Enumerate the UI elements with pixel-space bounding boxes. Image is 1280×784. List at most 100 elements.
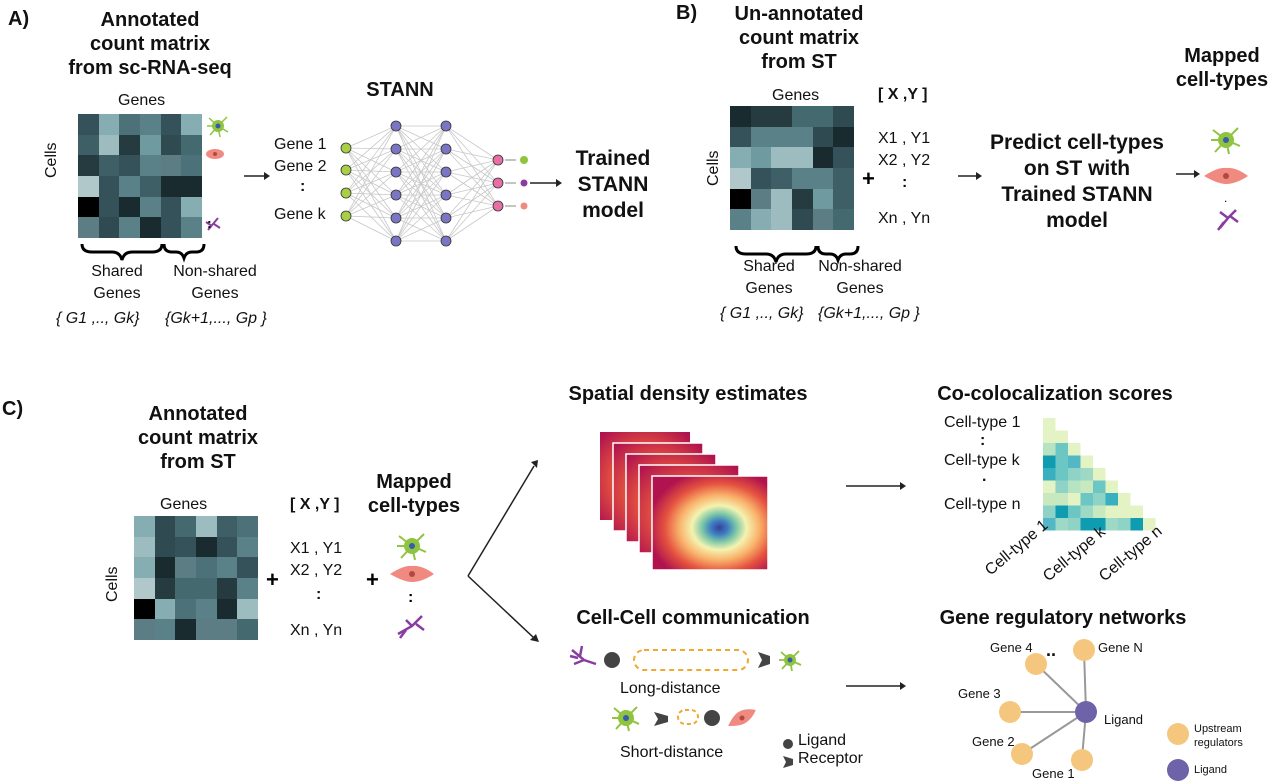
matrix-cell (237, 557, 259, 579)
cell-cell-communication-title: Cell-Cell communication (576, 607, 810, 629)
matrix-cell (216, 516, 238, 538)
coloc-cell (1068, 505, 1081, 518)
panel-a-shared-genes-label: Shared Genes (91, 263, 143, 302)
nn-edge (395, 171, 447, 242)
matrix-cell (750, 126, 772, 148)
nn-edge (445, 182, 499, 242)
coloc-cell (1130, 518, 1143, 531)
matrix-cell (792, 106, 814, 128)
matrix-cell (140, 155, 162, 177)
coloc-cell (1105, 505, 1118, 518)
panel-c-coord-n: Xn , Yn (290, 622, 343, 639)
matrix-cell (154, 557, 176, 579)
trained-stann-model-label: Trained STANN model (575, 147, 651, 222)
coloc-cell (1143, 518, 1156, 531)
matrix-cell (119, 196, 141, 218)
microglia-cell-icon (1217, 209, 1239, 231)
panel-a-nonshared-genes-label: Non-shared Genes (173, 263, 257, 302)
matrix-cell (196, 516, 218, 538)
grn-node-gene-n (1073, 639, 1095, 661)
matrix-cell (750, 106, 772, 128)
nn-node (440, 120, 452, 132)
coloc-cell (1130, 505, 1143, 518)
matrix-cell (237, 619, 259, 641)
coloc-cell (1080, 505, 1093, 518)
panel-b-coords-header: [ X ,Y ] (878, 86, 928, 103)
nn-edge (345, 148, 397, 217)
panel-b-title: Un-annotated count matrix from ST (734, 3, 864, 73)
matrix-cell (730, 168, 752, 190)
coloc-row-ellipsis-2: . (982, 468, 987, 485)
nn-node (340, 187, 352, 199)
svg-text:.: . (1224, 191, 1227, 205)
nn-edge (395, 125, 447, 196)
legend-ligand-dot (783, 739, 793, 749)
matrix-cell (98, 196, 120, 218)
matrix-cell (196, 598, 218, 620)
panel-b-letter: B) (676, 2, 698, 24)
matrix-cell (119, 217, 141, 239)
nn-edge (445, 125, 499, 161)
legend-receptor-shape (783, 756, 793, 768)
matrix-cell (154, 578, 176, 600)
coloc-cell (1055, 493, 1068, 506)
matrix-cell (216, 578, 238, 600)
matrix-cell (134, 619, 156, 641)
matrix-cell (119, 114, 141, 136)
neuron-cell-icon (1211, 127, 1241, 155)
coloc-cell (1068, 443, 1081, 456)
coloc-cell (1118, 493, 1131, 506)
coloc-cell (1068, 455, 1081, 468)
matrix-cell (237, 516, 259, 538)
matrix-cell (812, 106, 834, 128)
neuron-cell-icon (520, 156, 528, 164)
matrix-cell (771, 106, 793, 128)
coloc-cell (1043, 480, 1056, 493)
nn-node (492, 154, 504, 166)
matrix-cell (237, 598, 259, 620)
panel-b-coord-ellipsis: : (902, 174, 908, 191)
matrix-cell (160, 176, 182, 198)
matrix-cell (175, 557, 197, 579)
matrix-cell (750, 168, 772, 190)
panel-c-count-matrix (134, 516, 259, 641)
nn-edge (395, 194, 447, 242)
matrix-cell (237, 536, 259, 558)
matrix-cell (154, 516, 176, 538)
matrix-cell (771, 209, 793, 231)
receptor-shape (758, 652, 770, 668)
neuron-cell-icon (207, 116, 229, 138)
nn-edge (445, 159, 499, 196)
coloc-cell (1055, 505, 1068, 518)
grn-node-gene-1 (1071, 749, 1093, 771)
grn-label-gene-3: Gene 3 (958, 686, 1001, 701)
coloc-cell (1105, 480, 1118, 493)
coloc-cell (1043, 518, 1056, 531)
fibroblast-cell-icon (206, 149, 224, 159)
matrix-cell (160, 134, 182, 156)
nn-edge (345, 194, 397, 217)
nn-input-gene-k: Gene k (274, 206, 326, 223)
matrix-cell (730, 188, 752, 210)
matrix-cell (833, 168, 855, 190)
panel-c-coords-header: [ X ,Y ] (290, 496, 340, 513)
nn-input-ellipsis: : (300, 178, 306, 195)
matrix-cell (181, 114, 203, 136)
matrix-cell (140, 134, 162, 156)
ligand-dot (704, 710, 720, 726)
matrix-cell (98, 114, 120, 136)
matrix-cell (154, 536, 176, 558)
short-distance-label: Short-distance (620, 744, 724, 761)
grn-legend-upstream-dot (1167, 723, 1189, 745)
matrix-cell (750, 188, 772, 210)
coloc-cell (1105, 518, 1118, 531)
coloc-cell (1043, 493, 1056, 506)
matrix-cell (160, 217, 182, 239)
matrix-cell (771, 188, 793, 210)
svg-text::: : (408, 589, 413, 606)
